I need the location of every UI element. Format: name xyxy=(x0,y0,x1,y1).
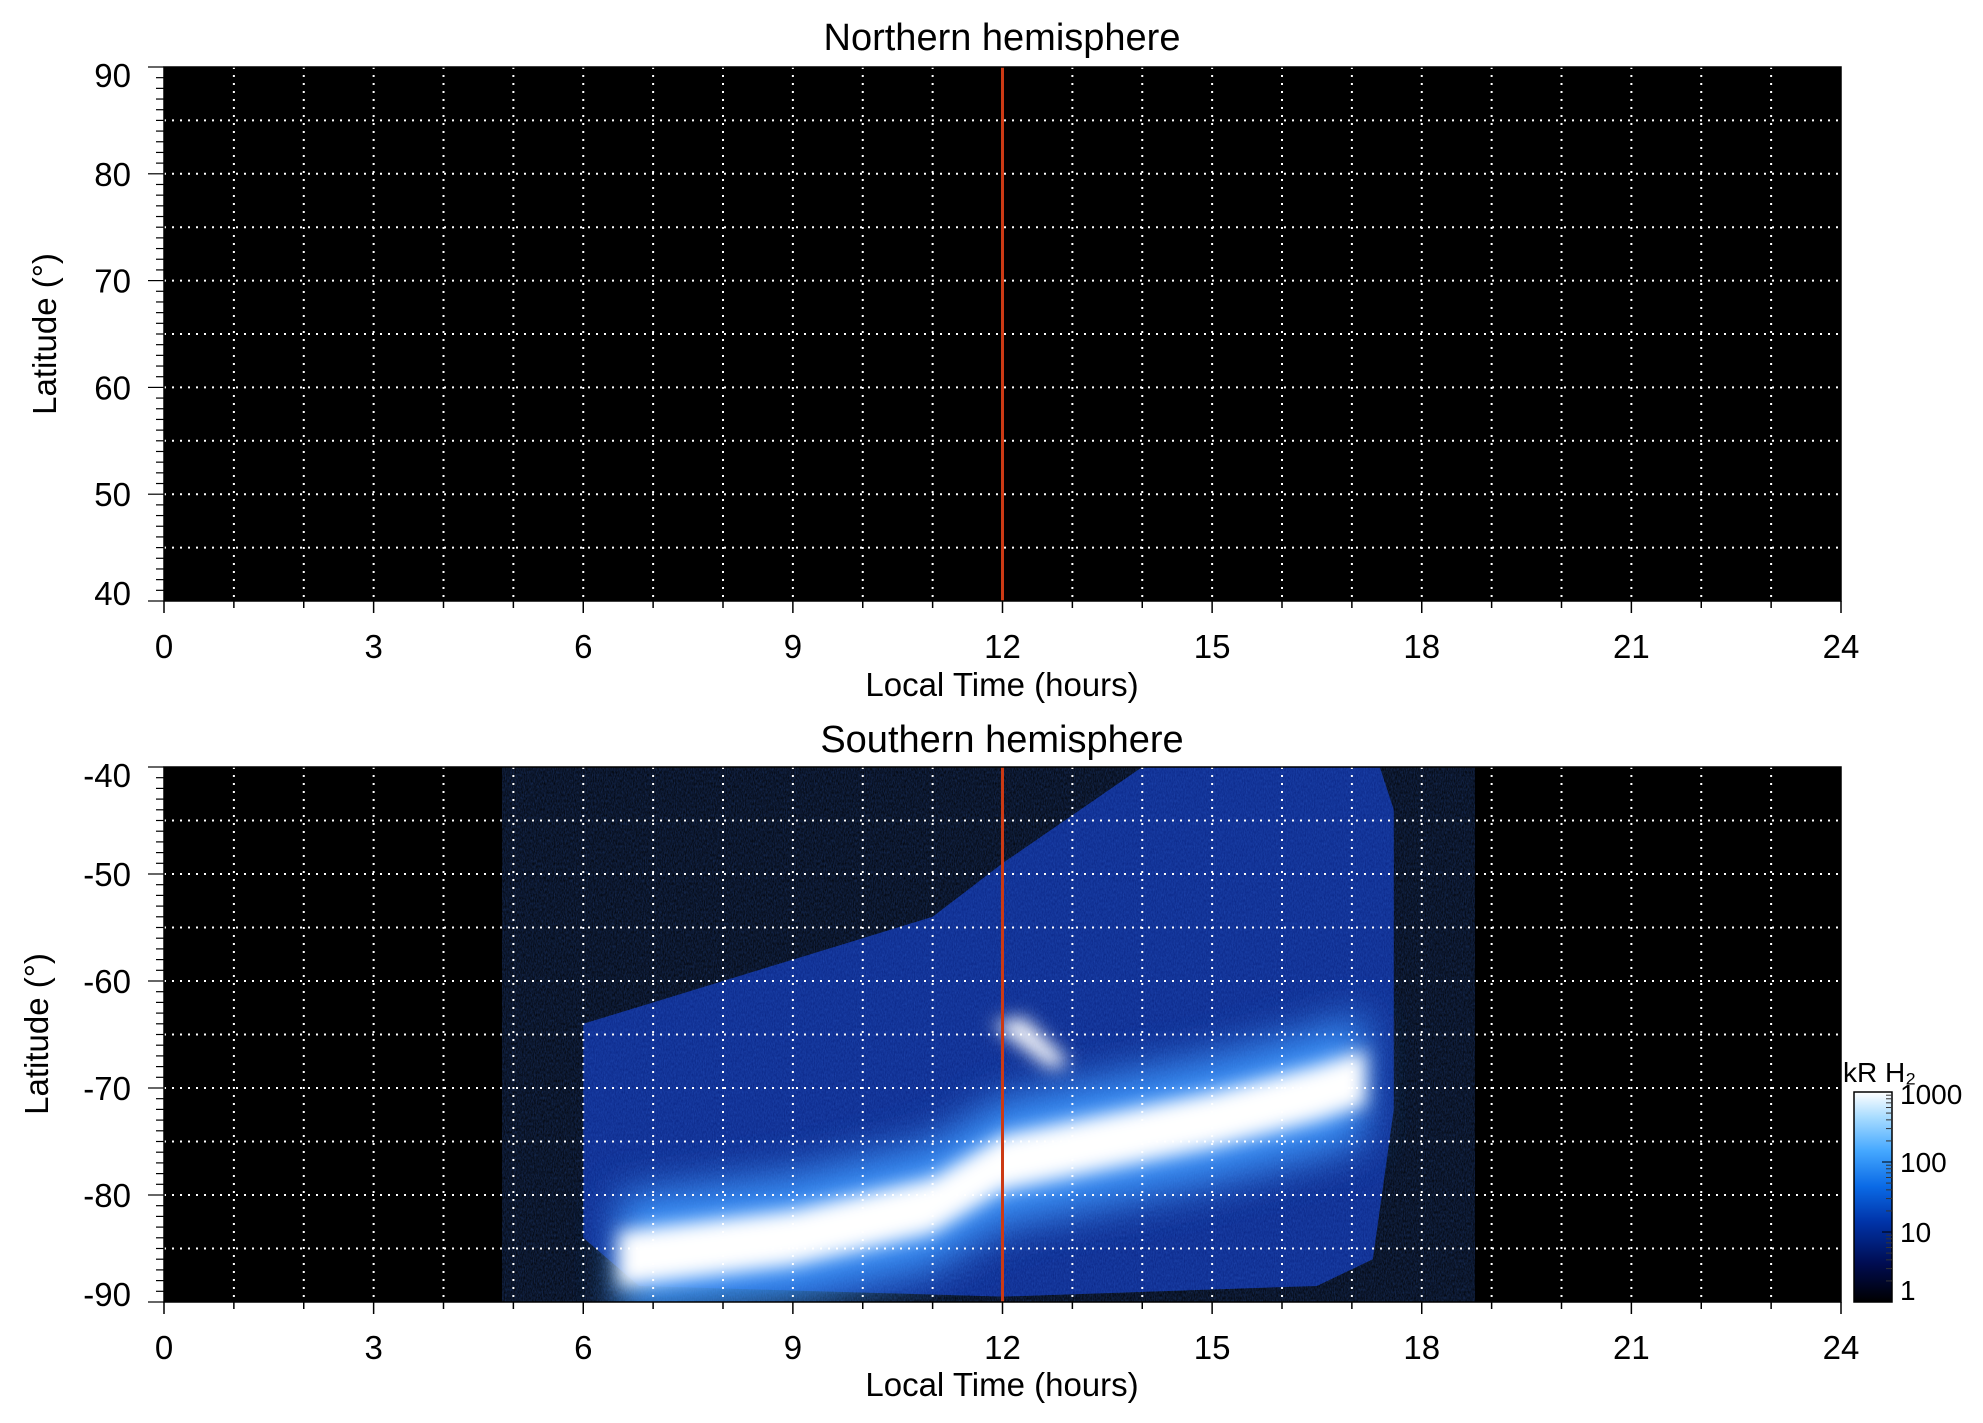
y-tick-label: -40 xyxy=(83,757,131,794)
x-tick-label: 0 xyxy=(155,628,173,665)
x-tick-label: 15 xyxy=(1194,1329,1231,1366)
y-tick-label: 80 xyxy=(94,156,131,193)
south-y-label: Latitude (°) xyxy=(18,953,55,1115)
colorbar-ticks: 1 10 100 1000 xyxy=(1882,1079,1962,1306)
x-tick-label: 3 xyxy=(364,628,382,665)
y-tick-label: 90 xyxy=(94,57,131,94)
south-axes xyxy=(148,766,1842,1314)
x-tick-label: 18 xyxy=(1403,628,1440,665)
x-tick-label: 24 xyxy=(1823,1329,1860,1366)
y-tick-label: -90 xyxy=(83,1276,131,1313)
x-tick-label: 24 xyxy=(1823,628,1860,665)
y-tick-label: 70 xyxy=(94,263,131,300)
x-tick-label: 15 xyxy=(1194,628,1231,665)
main-oval xyxy=(618,1049,1366,1288)
x-tick-label: 3 xyxy=(364,1329,382,1366)
colorbar-tick-label: 1000 xyxy=(1900,1079,1962,1110)
north-y-tick-labels: 40 50 60 70 80 90 xyxy=(94,57,131,612)
colorbar-tick-label: 100 xyxy=(1900,1147,1947,1178)
north-grid xyxy=(164,67,1841,601)
y-tick-label: 40 xyxy=(94,575,131,612)
south-x-label: Local Time (hours) xyxy=(865,1366,1138,1403)
y-tick-label: -60 xyxy=(83,963,131,1000)
colorbar: kR H₂ 1 10 100 1000 xyxy=(1843,1057,1962,1306)
north-title: Northern hemisphere xyxy=(824,17,1181,59)
y-tick-label: -50 xyxy=(83,856,131,893)
x-tick-label: 21 xyxy=(1613,628,1650,665)
south-title: Southern hemisphere xyxy=(820,719,1183,761)
colorbar-tick-label: 10 xyxy=(1900,1217,1931,1248)
colorbar-label: kR H₂ xyxy=(1843,1057,1916,1088)
south-grid xyxy=(164,767,1841,1302)
south-emission xyxy=(583,767,1394,1302)
south-x-tick-labels: 0 3 6 9 12 15 18 21 24 xyxy=(155,1329,1860,1366)
cusp-spot xyxy=(992,1017,1069,1069)
south-panel: Southern hemisphere 0 3 6 9 12 15 18 21 24 -90 -8… xyxy=(18,719,1962,1403)
x-tick-label: 12 xyxy=(984,628,1021,665)
x-tick-label: 12 xyxy=(984,1329,1021,1366)
x-tick-label: 21 xyxy=(1613,1329,1650,1366)
colorbar-tick-label: 1 xyxy=(1900,1275,1916,1306)
north-panel: Northern hemisphere 0 3 6 9 12 15 18 21 24 40 50 6… xyxy=(26,17,1859,703)
y-tick-label: -70 xyxy=(83,1070,131,1107)
south-y-tick-labels: -90 -80 -70 -60 -50 -40 xyxy=(83,757,131,1313)
colorbar-gradient xyxy=(1853,1091,1893,1303)
x-tick-label: 6 xyxy=(574,628,592,665)
north-y-label: Latitude (°) xyxy=(26,253,63,415)
north-x-label: Local Time (hours) xyxy=(865,666,1138,703)
x-tick-label: 9 xyxy=(784,628,802,665)
y-tick-label: 60 xyxy=(94,369,131,406)
north-x-tick-labels: 0 3 6 9 12 15 18 21 24 xyxy=(155,628,1860,665)
y-tick-label: 50 xyxy=(94,476,131,513)
x-tick-label: 18 xyxy=(1403,1329,1440,1366)
north-axes xyxy=(148,66,1842,613)
y-tick-label: -80 xyxy=(83,1177,131,1214)
x-tick-label: 0 xyxy=(155,1329,173,1366)
x-tick-label: 9 xyxy=(784,1329,802,1366)
x-tick-label: 6 xyxy=(574,1329,592,1366)
